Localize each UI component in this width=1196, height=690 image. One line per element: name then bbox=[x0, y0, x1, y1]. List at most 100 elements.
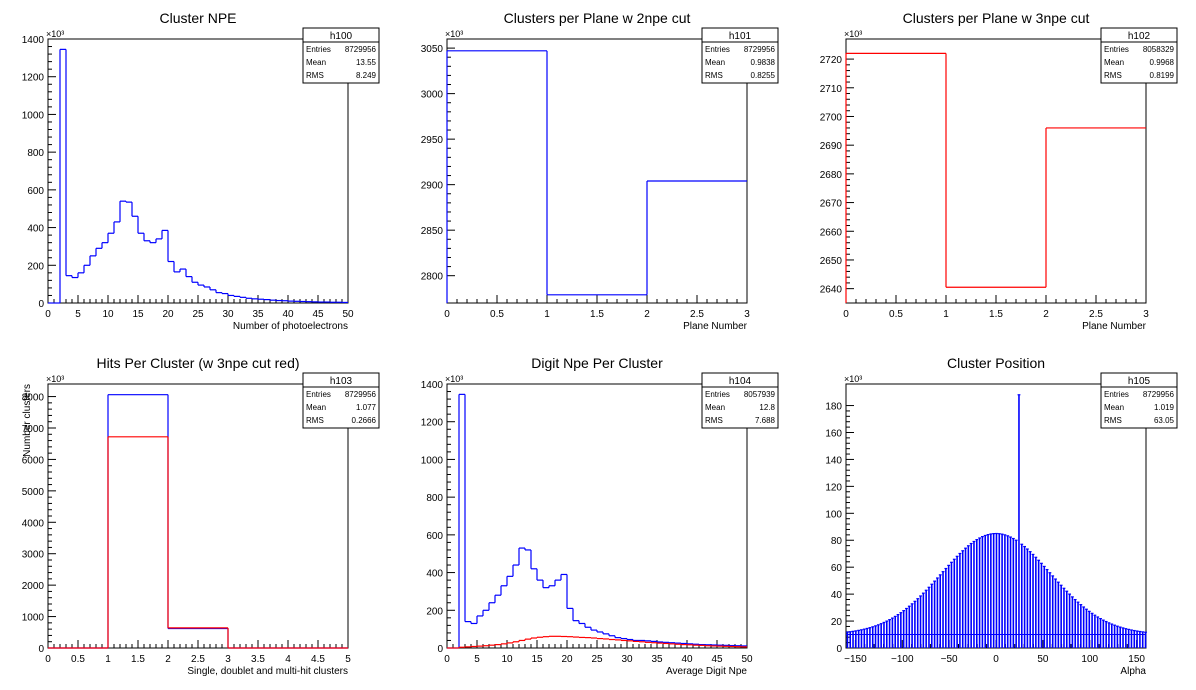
x-tick-label: 15 bbox=[132, 309, 144, 320]
x-tick-label: 1 bbox=[105, 654, 111, 665]
stats-box-frame bbox=[302, 372, 380, 429]
y-tick-label: 3000 bbox=[421, 90, 444, 101]
x-tick-label: 0 bbox=[843, 309, 849, 320]
stats-box: h102 Entries 8058329 Mean 0.9968 RMS 0.8199 bbox=[1100, 27, 1178, 84]
y-tick-label: 2850 bbox=[421, 226, 444, 237]
y-tick-label: 3000 bbox=[22, 550, 45, 561]
y-tick-label: 2800 bbox=[421, 272, 444, 283]
x-axis-label: Plane Number bbox=[1082, 321, 1147, 332]
stats-value: 8.249 bbox=[356, 71, 377, 80]
plot-title: Clusters per Plane w 2npe cut bbox=[504, 10, 691, 26]
y-tick-label: 0 bbox=[437, 644, 443, 655]
stats-value: 8057939 bbox=[744, 390, 776, 399]
y-tick-label: 1200 bbox=[22, 73, 45, 84]
stats-label: Mean bbox=[705, 403, 725, 412]
y-tick-label: 2680 bbox=[820, 170, 843, 181]
y-tick-label: 4000 bbox=[22, 518, 45, 529]
x-tick-label: 4.5 bbox=[311, 654, 325, 665]
series-red bbox=[447, 635, 747, 649]
x-tick-label: 50 bbox=[741, 654, 753, 665]
stats-label: Entries bbox=[705, 45, 730, 54]
stats-label: RMS bbox=[705, 71, 723, 80]
x-tick-label: 1 bbox=[544, 309, 550, 320]
stats-box: h101 Entries 8729956 Mean 0.9838 RMS 0.8255 bbox=[701, 27, 779, 84]
x-tick-label: 4 bbox=[285, 654, 291, 665]
x-tick-label: 45 bbox=[312, 309, 324, 320]
y-tick-label: 2640 bbox=[820, 285, 843, 296]
stats-label: RMS bbox=[1104, 71, 1122, 80]
y-tick-label: 160 bbox=[825, 428, 842, 439]
y-tick-label: 1000 bbox=[421, 455, 444, 466]
x-tick-label: 0 bbox=[45, 309, 51, 320]
y-tick-label: 3050 bbox=[421, 44, 444, 55]
series-blue bbox=[446, 50, 747, 303]
x-tick-label: 45 bbox=[711, 654, 723, 665]
stats-box-title: h104 bbox=[729, 376, 752, 387]
stats-value: 1.019 bbox=[1154, 403, 1175, 412]
y-tick-label: 1000 bbox=[22, 613, 45, 624]
x-tick-label: 5 bbox=[345, 654, 351, 665]
x-tick-label: 3.5 bbox=[251, 654, 265, 665]
x-tick-label: 3 bbox=[744, 309, 750, 320]
plot-title: Hits Per Cluster (w 3npe cut red) bbox=[96, 355, 299, 371]
x-axis-label: Alpha bbox=[1120, 666, 1146, 677]
stats-box: h100 Entries 8729956 Mean 13.55 RMS 8.249 bbox=[302, 27, 380, 84]
y-tick-label: 800 bbox=[426, 493, 443, 504]
stats-box: h103 Entries 8729956 Mean 1.077 RMS 0.2666 bbox=[302, 372, 380, 429]
y-tick-label: 2900 bbox=[421, 181, 444, 192]
stats-label: Mean bbox=[306, 403, 326, 412]
x-tick-label: 0.5 bbox=[71, 654, 85, 665]
stats-label: RMS bbox=[306, 71, 324, 80]
x-tick-label: 50 bbox=[1037, 654, 1049, 665]
stats-box-title: h100 bbox=[330, 31, 353, 42]
y-tick-label: 2660 bbox=[820, 227, 843, 238]
stats-label: RMS bbox=[705, 416, 723, 425]
y-axis-label: Number clusters bbox=[22, 384, 33, 457]
y-tick-label: 5000 bbox=[22, 487, 45, 498]
x-tick-label: 10 bbox=[501, 654, 513, 665]
x-tick-label: 2.5 bbox=[690, 309, 704, 320]
stats-box-title: h105 bbox=[1128, 376, 1151, 387]
stats-value: 0.8199 bbox=[1150, 71, 1175, 80]
stats-box-title: h103 bbox=[330, 376, 353, 387]
x-tick-label: 0 bbox=[993, 654, 999, 665]
stats-label: Mean bbox=[1104, 403, 1124, 412]
stats-box-title: h102 bbox=[1128, 31, 1151, 42]
x-tick-label: 25 bbox=[192, 309, 204, 320]
plot-title: Digit Npe Per Cluster bbox=[531, 355, 663, 371]
x-tick-label: 1 bbox=[943, 309, 949, 320]
stats-value: 0.2666 bbox=[352, 416, 377, 425]
y-tick-label: 80 bbox=[831, 536, 843, 547]
stats-value: 7.688 bbox=[755, 416, 776, 425]
plot-h102: Clusters per Plane w 3npe cut ×10³ 2640 265… bbox=[820, 10, 1178, 332]
stats-box-title: h101 bbox=[729, 31, 752, 42]
x-tick-label: 25 bbox=[591, 654, 603, 665]
series-blue bbox=[447, 393, 747, 649]
y-tick-label: 20 bbox=[831, 617, 843, 628]
axis-exponent: ×10³ bbox=[844, 29, 862, 39]
stats-value: 8729956 bbox=[345, 45, 377, 54]
stats-value: 8729956 bbox=[744, 45, 776, 54]
y-tick-label: 2000 bbox=[22, 581, 45, 592]
series-red bbox=[48, 436, 348, 649]
x-tick-label: −150 bbox=[844, 654, 867, 665]
y-tick-label: 2950 bbox=[421, 135, 444, 146]
stats-label: Mean bbox=[306, 58, 326, 67]
stats-value: 0.9838 bbox=[751, 58, 776, 67]
y-tick-label: 2670 bbox=[820, 199, 843, 210]
y-tick-label: 7000 bbox=[22, 424, 45, 435]
axis-exponent: ×10³ bbox=[445, 374, 463, 384]
x-tick-label: 35 bbox=[651, 654, 663, 665]
y-tick-label: 2690 bbox=[820, 141, 843, 152]
x-tick-label: 20 bbox=[561, 654, 573, 665]
y-tick-label: 0 bbox=[38, 644, 44, 655]
plot-title: Clusters per Plane w 3npe cut bbox=[903, 10, 1090, 26]
y-tick-label: 2710 bbox=[820, 84, 843, 95]
x-tick-label: 30 bbox=[222, 309, 234, 320]
stats-value: 8058329 bbox=[1143, 45, 1175, 54]
stats-box-frame bbox=[302, 27, 380, 84]
y-tick-label: 2650 bbox=[820, 256, 843, 267]
x-tick-label: 5 bbox=[75, 309, 81, 320]
x-tick-label: 2.5 bbox=[1089, 309, 1103, 320]
